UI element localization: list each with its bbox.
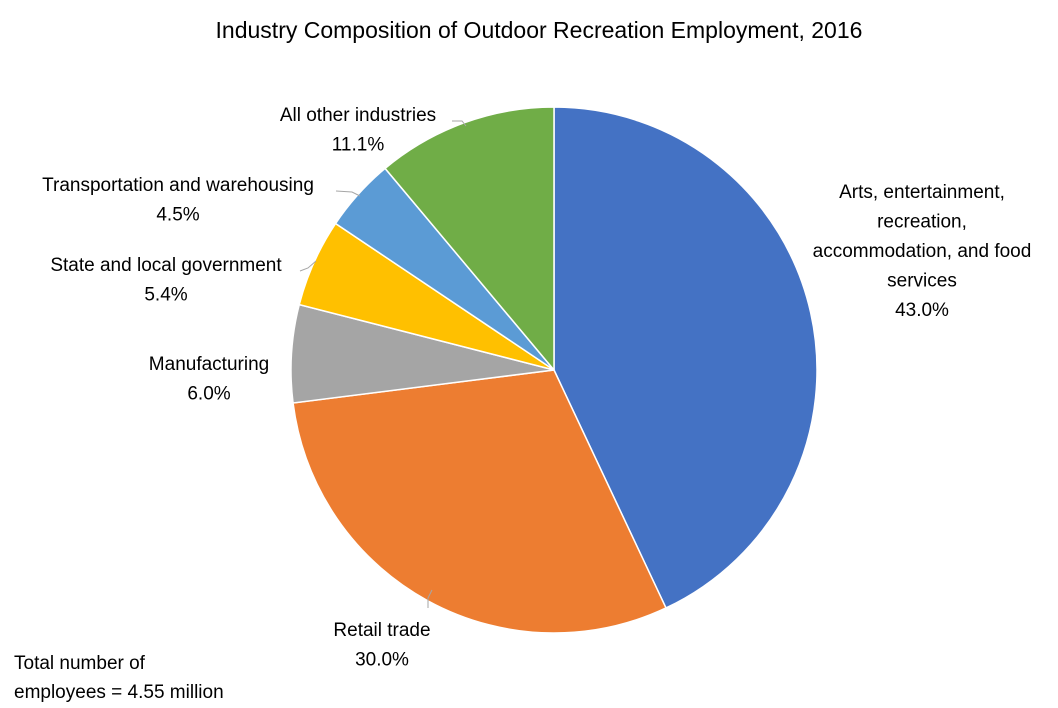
chart-title: Industry Composition of Outdoor Recreati… [216, 17, 863, 43]
pie-slice-retail-trade [292, 369, 667, 634]
slice-label: All other industries 11.1% [280, 105, 436, 156]
pie-slice-all-other-industries [384, 106, 555, 373]
slice-category-label: Transportation and warehousing [42, 175, 314, 196]
slice-label: Arts, entertainment, recreation, accommoda… [813, 182, 1032, 321]
slice-category-label: State and local government [50, 255, 282, 276]
slice-value-label: 4.5% [156, 205, 199, 226]
slice-category-label: accommodation, and food [813, 241, 1032, 262]
pie-slice-arts-entertainment-recreation-accommodation-and-food-services [553, 106, 818, 609]
total-employees-note: Total number of employees = 4.55 million [14, 653, 224, 703]
leader-lines [299, 120, 467, 608]
slice-label: Manufacturing 6.0% [149, 354, 269, 405]
slice-value-label: 30.0% [355, 650, 409, 671]
pie-slices [290, 106, 818, 634]
slice-category-label: Manufacturing [149, 354, 269, 375]
slice-labels: Arts, entertainment, recreation, accommoda… [42, 105, 1031, 671]
slice-label: Retail trade 30.0% [333, 620, 430, 671]
leader-line [335, 190, 361, 197]
slice-category-label: All other industries [280, 105, 436, 126]
leader-line [452, 120, 467, 127]
note-line: Total number of [14, 653, 146, 674]
slice-category-label: Arts, entertainment, [839, 182, 1005, 203]
slice-label: Transportation and warehousing 4.5% [42, 175, 314, 226]
note-line: employees = 4.55 million [14, 682, 224, 703]
slice-value-label: 6.0% [187, 384, 230, 405]
slice-category-label: Retail trade [333, 620, 430, 641]
slice-category-label: recreation, [877, 212, 967, 233]
slice-value-label: 43.0% [895, 300, 949, 321]
slice-label: State and local government 5.4% [50, 255, 282, 306]
slice-category-label: services [887, 271, 957, 292]
slice-value-label: 11.1% [332, 135, 385, 156]
slice-value-label: 5.4% [144, 285, 187, 306]
leader-line [299, 260, 317, 272]
leader-line [427, 589, 433, 608]
